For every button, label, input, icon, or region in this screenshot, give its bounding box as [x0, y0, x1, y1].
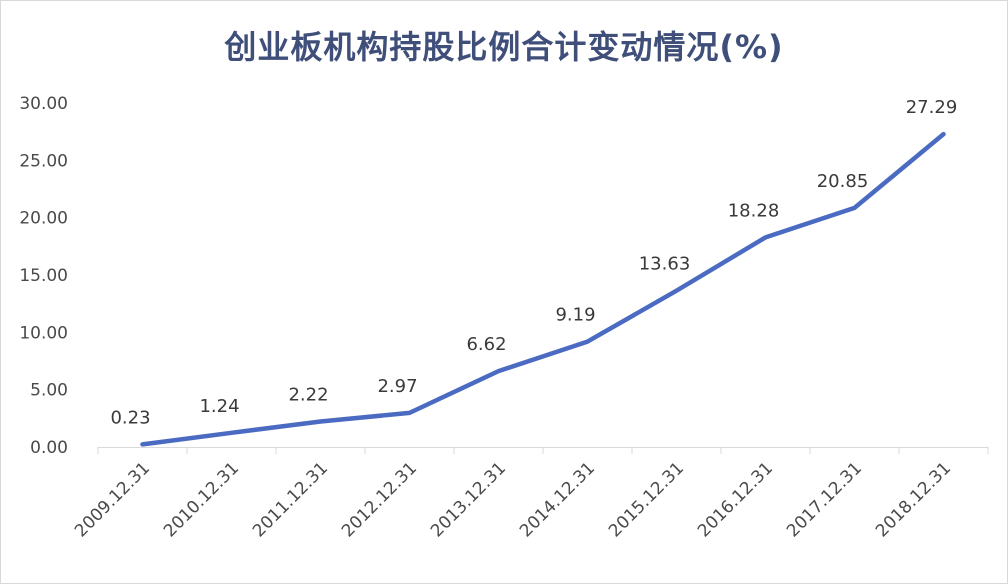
data-label: 6.62	[466, 334, 506, 355]
y-tick-label: 0.00	[30, 438, 68, 458]
x-axis-ticks	[97, 447, 989, 454]
y-tick-label: 30.00	[19, 94, 68, 114]
chart-title: 创业板机构持股比例合计变动情况(%)	[224, 28, 784, 66]
x-tick-label: 2015.12.31	[605, 458, 688, 541]
data-label: 2.97	[377, 376, 417, 397]
y-tick-label: 25.00	[19, 151, 68, 171]
data-label: 20.85	[817, 171, 869, 192]
x-tick-label: 2014.12.31	[516, 458, 599, 541]
data-label: 18.28	[728, 200, 780, 221]
x-tick-label: 2012.12.31	[338, 458, 421, 541]
data-label: 13.63	[639, 254, 691, 275]
data-label: 1.24	[199, 396, 239, 417]
series-line	[140, 131, 946, 447]
x-tick-label: 2018.12.31	[872, 458, 955, 541]
y-axis-labels: 0.00 5.00 10.00 15.00 20.00 25.00 30.00	[19, 94, 68, 458]
y-tick-label: 15.00	[19, 266, 68, 286]
data-label: 0.23	[110, 407, 150, 428]
data-label: 2.22	[288, 385, 328, 406]
x-tick-label: 2013.12.31	[427, 458, 510, 541]
x-tick-label: 2017.12.31	[783, 458, 866, 541]
data-label: 27.29	[906, 97, 958, 118]
y-tick-label: 5.00	[30, 381, 68, 401]
x-tick-label: 2009.12.31	[71, 458, 154, 541]
x-tick-label: 2011.12.31	[249, 458, 332, 541]
y-tick-label: 20.00	[19, 209, 68, 229]
data-label: 9.19	[555, 305, 595, 326]
data-labels: 0.23 1.24 2.22 2.97 6.62 9.19 13.63 18.28 20.85 2…	[110, 97, 957, 428]
x-tick-label: 2016.12.31	[694, 458, 777, 541]
y-tick-label: 10.00	[19, 323, 68, 343]
x-tick-label: 2010.12.31	[160, 458, 243, 541]
x-axis-labels: 2009.12.31 2010.12.31 2011.12.31 2012.12.31…	[71, 458, 955, 541]
